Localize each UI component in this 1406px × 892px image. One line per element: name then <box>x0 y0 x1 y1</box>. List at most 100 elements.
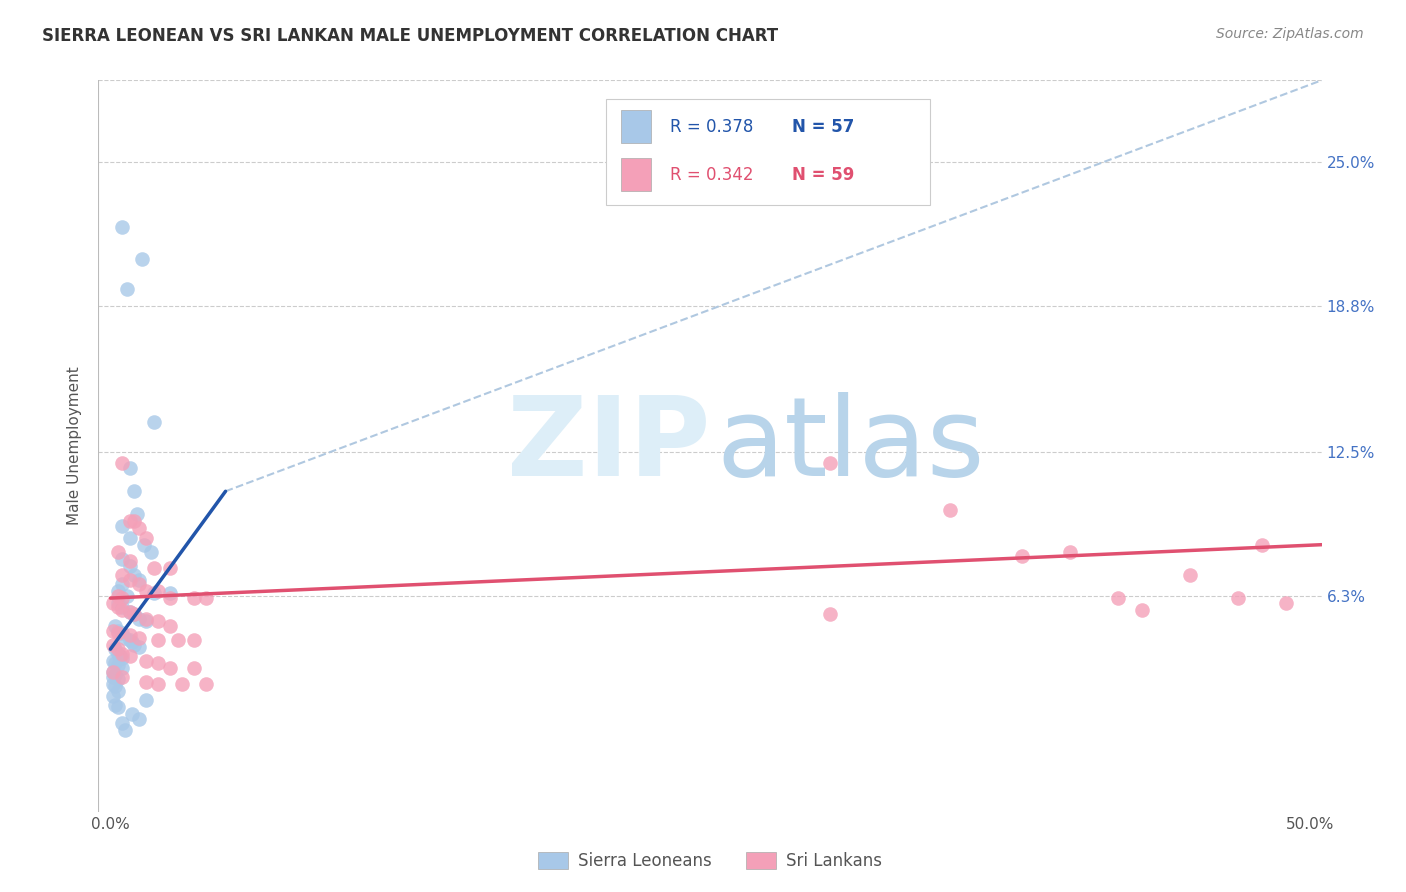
Point <box>121 635 143 649</box>
Point <box>111 219 134 234</box>
Point <box>128 712 150 726</box>
Point <box>101 677 124 691</box>
Point <box>118 605 141 619</box>
FancyBboxPatch shape <box>606 99 931 204</box>
Point <box>101 665 124 680</box>
Point <box>818 607 841 622</box>
Point <box>118 649 141 664</box>
Point <box>107 658 129 673</box>
Point <box>108 649 131 664</box>
Text: ZIP: ZIP <box>506 392 710 500</box>
Point <box>104 679 127 693</box>
Point <box>114 631 136 645</box>
Point <box>1107 591 1129 606</box>
Point <box>183 661 205 675</box>
Point <box>124 607 146 622</box>
Point <box>111 591 134 606</box>
Point <box>111 647 134 661</box>
Point <box>107 647 129 661</box>
Bar <box>620 158 651 191</box>
Point <box>132 538 155 552</box>
Point <box>818 457 841 471</box>
Point <box>125 508 148 522</box>
Point <box>118 515 141 529</box>
Point <box>142 586 165 600</box>
Point <box>111 626 134 640</box>
Point <box>1274 596 1296 610</box>
Point <box>124 515 146 529</box>
Point <box>172 677 194 691</box>
Point <box>118 461 141 475</box>
Point <box>111 716 134 731</box>
Point <box>148 656 170 670</box>
Point <box>101 689 124 703</box>
Text: R = 0.342: R = 0.342 <box>669 166 754 184</box>
Point <box>1178 567 1201 582</box>
Point <box>135 584 157 599</box>
Point <box>159 586 181 600</box>
Text: R = 0.378: R = 0.378 <box>669 118 754 136</box>
Point <box>142 415 165 429</box>
Point <box>107 624 129 638</box>
Point <box>124 484 146 499</box>
Text: N = 59: N = 59 <box>792 166 855 184</box>
Point <box>118 632 141 647</box>
Point <box>159 591 181 606</box>
Point <box>195 591 218 606</box>
Y-axis label: Male Unemployment: Male Unemployment <box>67 367 83 525</box>
Point <box>128 573 150 587</box>
Bar <box>620 110 651 143</box>
Point <box>111 577 134 591</box>
Point <box>104 642 127 657</box>
Legend: Sierra Leoneans, Sri Lankans: Sierra Leoneans, Sri Lankans <box>531 845 889 877</box>
Point <box>111 457 134 471</box>
Text: SIERRA LEONEAN VS SRI LANKAN MALE UNEMPLOYMENT CORRELATION CHART: SIERRA LEONEAN VS SRI LANKAN MALE UNEMPL… <box>42 27 779 45</box>
Point <box>159 661 181 675</box>
Point <box>159 561 181 575</box>
Point <box>124 638 146 652</box>
Point <box>107 642 129 657</box>
Point <box>118 573 141 587</box>
Point <box>135 654 157 668</box>
Point <box>118 558 141 573</box>
Text: N = 57: N = 57 <box>792 118 855 136</box>
Point <box>128 631 150 645</box>
Point <box>104 667 127 681</box>
Point <box>111 670 134 684</box>
Point <box>114 723 136 738</box>
Point <box>135 615 157 629</box>
Point <box>124 567 146 582</box>
Point <box>141 544 163 558</box>
Point <box>183 591 205 606</box>
Point <box>104 656 127 670</box>
Point <box>148 677 170 691</box>
Point <box>107 626 129 640</box>
Point <box>195 677 218 691</box>
Point <box>135 674 157 689</box>
Point <box>148 615 170 629</box>
Point <box>101 624 124 638</box>
Point <box>183 632 205 647</box>
Point <box>135 531 157 545</box>
Point <box>111 567 134 582</box>
Text: atlas: atlas <box>716 392 984 500</box>
Point <box>1226 591 1249 606</box>
Point <box>128 577 150 591</box>
Point <box>111 551 134 566</box>
Point <box>115 589 138 603</box>
Point <box>939 503 962 517</box>
Point <box>166 632 188 647</box>
Point <box>107 589 129 603</box>
Point <box>107 596 129 610</box>
Point <box>101 670 124 684</box>
Point <box>1130 603 1153 617</box>
Point <box>121 707 143 722</box>
Text: Source: ZipAtlas.com: Source: ZipAtlas.com <box>1216 27 1364 41</box>
Point <box>101 596 124 610</box>
Point <box>128 612 150 626</box>
Point <box>111 651 134 665</box>
Point <box>118 554 141 568</box>
Point <box>148 584 170 599</box>
Point <box>101 654 124 668</box>
Point <box>107 544 129 558</box>
